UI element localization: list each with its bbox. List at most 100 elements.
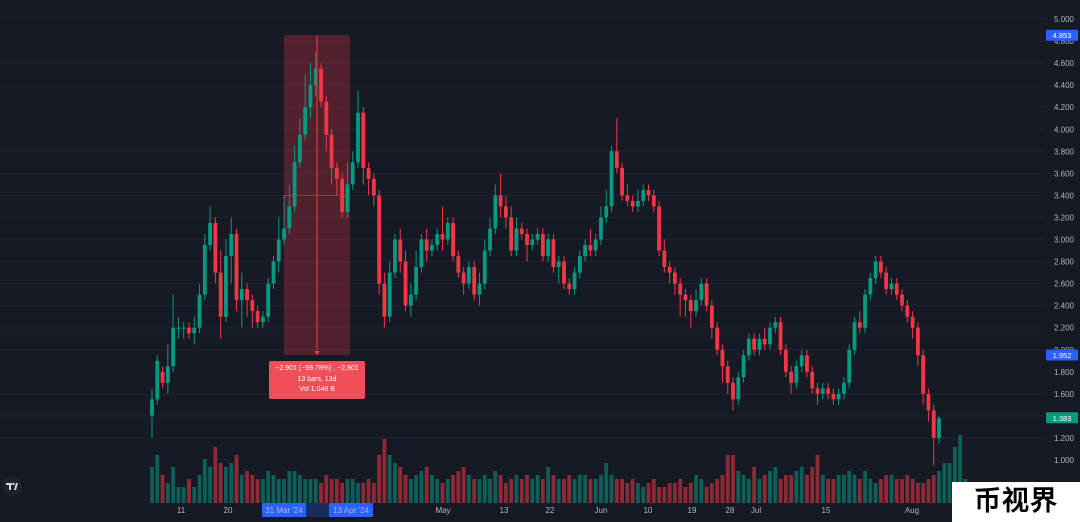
volume-bar (546, 467, 551, 503)
candle-body (282, 228, 286, 240)
volume-bar (604, 463, 609, 503)
volume-bar (414, 475, 418, 503)
candle-body (371, 178, 376, 196)
volume-bar (778, 479, 783, 503)
volume-bar (683, 487, 688, 503)
candle-body (815, 388, 820, 394)
candle-body (261, 316, 265, 323)
volume-bar (213, 447, 218, 503)
volume-bar (229, 463, 234, 503)
price-tick-label: 3.000 (1054, 236, 1075, 245)
candle-body (514, 228, 519, 251)
candle-body (493, 195, 498, 229)
volume-bar (900, 479, 904, 503)
time-label-highlight (262, 503, 306, 517)
volume-bar (387, 455, 392, 503)
candle-body (725, 366, 730, 383)
time-label-highlight (329, 503, 373, 517)
candle-body (662, 250, 667, 268)
candle-body (387, 272, 392, 317)
time-tick-label: 19 (688, 506, 697, 515)
watermark-logo: 币视界 (952, 482, 1080, 522)
candle-body (852, 322, 857, 350)
candle-body (440, 233, 445, 240)
volume-bar (393, 463, 397, 503)
measure-tooltip: −2.901 (−59.78%) , −2,901 13 bars, 13d V… (269, 361, 365, 399)
candle-body (150, 399, 154, 416)
candle-body (208, 222, 213, 246)
volume-bar (789, 475, 794, 503)
candle-body (546, 239, 551, 257)
candle-body (657, 206, 661, 251)
candle-body (915, 327, 920, 356)
volume-bar (577, 475, 582, 503)
candle-body (810, 371, 815, 389)
price-tag (1046, 29, 1078, 41)
candle-body (551, 239, 556, 268)
volume-bar (303, 479, 308, 503)
time-axis[interactable]: 11 20 31 Mar '24 13 Apr '24 May 13 22 Jun 10 19 28… (177, 503, 919, 517)
candle-body (403, 261, 408, 306)
price-tag (1046, 412, 1078, 424)
time-tick-label: 28 (726, 506, 735, 515)
price-tick-label: 2.400 (1054, 302, 1075, 311)
price-tag-label: 4.853 (1053, 31, 1072, 40)
volume-bar (937, 471, 941, 503)
candle-body (778, 322, 783, 350)
candle-body (583, 245, 588, 257)
volume-bar (282, 479, 286, 503)
volume-bar (208, 467, 213, 503)
price-tick-label: 1.000 (1054, 456, 1075, 465)
volume-bar (340, 483, 345, 503)
volume-bar (572, 479, 577, 503)
volume-bar (155, 455, 160, 503)
candle-body (218, 272, 223, 317)
volume-bar (514, 475, 519, 503)
candle-body (181, 327, 186, 329)
candle-body (704, 283, 709, 306)
candle-body (820, 388, 825, 394)
candle-body (324, 101, 329, 135)
candle-body (646, 189, 651, 196)
volume-bar (503, 483, 508, 503)
candle-body (614, 151, 619, 168)
volume-bar (356, 483, 360, 503)
measure-change-text: −2.901 (−59.78%) , −2,901 (275, 365, 359, 372)
price-tick-label: 3.800 (1054, 147, 1075, 156)
candle-body (303, 107, 308, 135)
candle-body (192, 327, 197, 334)
candle-body (757, 338, 762, 350)
candle-body (292, 162, 297, 207)
candle-body (688, 300, 693, 312)
volume-bar (915, 483, 920, 503)
candle-body (678, 283, 683, 295)
volume-bar (651, 479, 656, 503)
candle-body (709, 305, 714, 328)
volume-bar (525, 475, 529, 503)
price-tick-label: 4.000 (1054, 125, 1075, 134)
candle-body (878, 261, 883, 273)
price-tag-label: 1.383 (1053, 414, 1072, 423)
volume-bar (398, 467, 403, 503)
time-tick-label: May (435, 506, 450, 515)
measure-arrow-icon (314, 351, 320, 356)
candle-body (884, 272, 889, 290)
volume-bar (419, 471, 424, 503)
volume-bar (482, 475, 487, 503)
candle-body (165, 366, 170, 383)
candle-body (234, 233, 239, 301)
volume-bar (593, 479, 598, 503)
price-axis[interactable]: 5.000 4.800 4.600 4.400 4.200 4.000 3.800 3.600… (1054, 15, 1075, 465)
candle-body (620, 167, 624, 196)
candle-body (768, 327, 772, 345)
volume-bar (799, 467, 804, 503)
volume-bar (382, 439, 387, 503)
candle-body (625, 195, 630, 201)
candle-body (350, 162, 355, 185)
volume-bar (857, 479, 862, 503)
candle-body (683, 294, 688, 301)
volume-bar (498, 475, 503, 503)
candle-body (308, 85, 313, 108)
tradingview-logo-icon[interactable] (2, 476, 22, 496)
